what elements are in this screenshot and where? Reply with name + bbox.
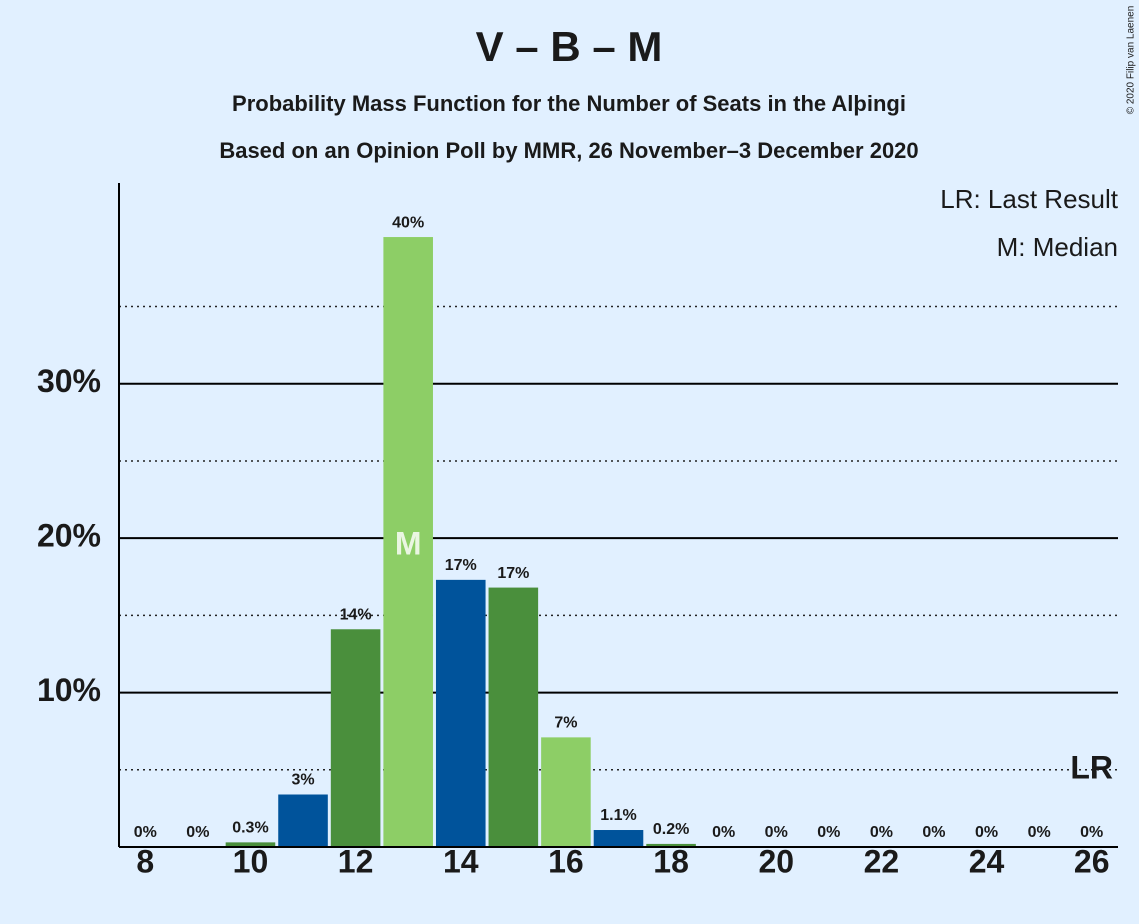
x-tick-label: 10 <box>233 843 269 879</box>
x-tick-label: 18 <box>653 843 689 879</box>
x-tick-label: 24 <box>969 843 1005 879</box>
subtitle: Probability Mass Function for the Number… <box>232 91 906 116</box>
legend-entry: LR: Last Result <box>940 184 1119 214</box>
value-label: 0% <box>870 824 893 841</box>
chart-title: V – B – M <box>476 23 663 70</box>
value-label: 0% <box>134 824 157 841</box>
bar <box>383 237 433 847</box>
bar <box>225 842 276 847</box>
value-label: 0% <box>975 824 998 841</box>
value-label: 0.3% <box>232 820 268 837</box>
bar <box>278 794 328 847</box>
y-tick-label: 30% <box>37 363 101 399</box>
value-label: 40% <box>392 214 424 231</box>
bar <box>488 587 539 847</box>
value-label: 3% <box>291 772 314 789</box>
value-label: 0.2% <box>653 821 689 838</box>
value-label: 17% <box>497 565 529 582</box>
value-label: 0% <box>765 824 788 841</box>
x-tick-label: 20 <box>758 843 794 879</box>
x-tick-label: 16 <box>548 843 584 879</box>
value-label: 0% <box>1028 824 1051 841</box>
bar <box>330 629 381 847</box>
x-tick-label: 14 <box>443 843 479 879</box>
y-tick-label: 10% <box>37 672 101 708</box>
bar <box>541 737 591 847</box>
median-marker: M <box>395 525 422 561</box>
last-result-marker: LR <box>1070 749 1113 785</box>
value-label: 1.1% <box>600 807 636 824</box>
bar <box>593 830 644 847</box>
x-tick-label: 12 <box>338 843 374 879</box>
value-label: 0% <box>922 824 945 841</box>
x-tick-label: 22 <box>864 843 900 879</box>
x-tick-label: 8 <box>136 843 154 879</box>
subtitle: Based on an Opinion Poll by MMR, 26 Nove… <box>219 138 918 163</box>
copyright: © 2020 Filip van Laenen <box>1126 6 1137 115</box>
value-label: 17% <box>445 557 477 574</box>
y-tick-label: 20% <box>37 518 101 554</box>
value-label: 0% <box>712 824 735 841</box>
value-label: 0% <box>817 824 840 841</box>
value-label: 14% <box>340 606 372 623</box>
bar <box>646 843 696 847</box>
bar <box>435 579 486 847</box>
legend-entry: M: Median <box>997 232 1118 262</box>
value-label: 0% <box>186 824 209 841</box>
x-tick-label: 26 <box>1074 843 1110 879</box>
value-label: 0% <box>1080 824 1103 841</box>
value-label: 7% <box>554 715 577 732</box>
